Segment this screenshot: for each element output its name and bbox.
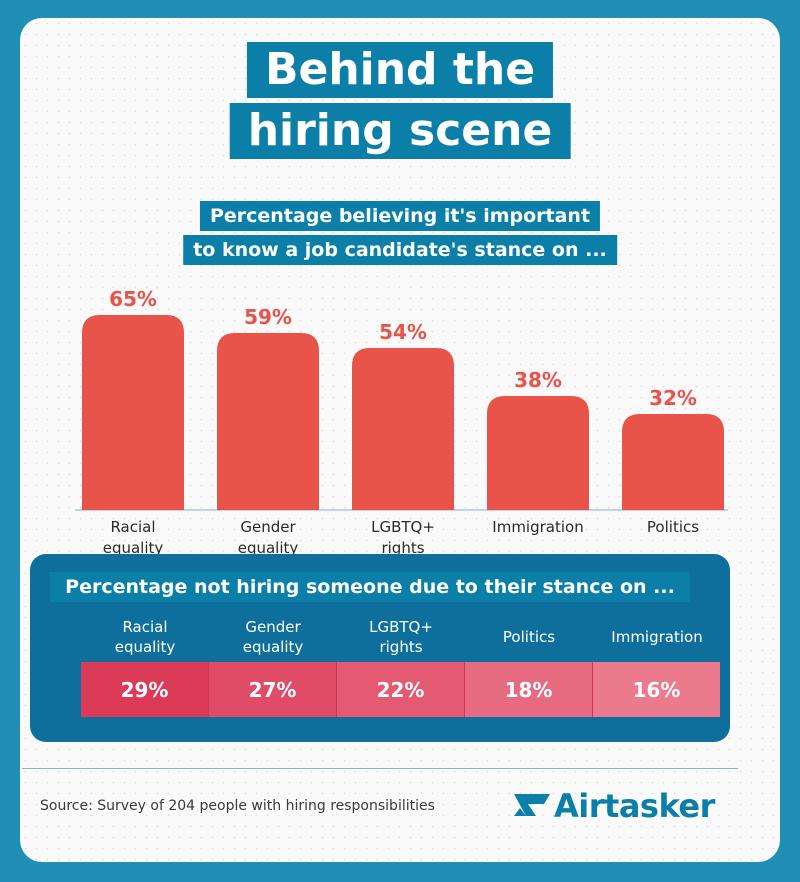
table-header-1: Racial equality: [81, 612, 209, 662]
table-cell-2: 27%: [209, 662, 337, 717]
x-tick-label-4-line-1: Immigration: [492, 518, 583, 536]
table-cell-4: 18%: [465, 662, 593, 717]
x-tick-label-2-line-2: equality: [238, 539, 299, 557]
x-tick-label-5-line-1: Politics: [647, 518, 699, 536]
airtasker-logo: Airtasker: [510, 786, 724, 826]
table-header-5: Immigration: [593, 612, 721, 662]
bar-value-label-5: 32%: [649, 386, 697, 410]
x-tick-label-1-line-2: equality: [103, 539, 164, 557]
bar-value-label-4: 38%: [514, 368, 562, 392]
airtasker-logo-text: Airtasker: [554, 787, 715, 825]
bar-3: [352, 348, 454, 510]
bar-value-label-3: 54%: [379, 320, 427, 344]
bar-5: [622, 414, 724, 510]
bar-value-label-2: 59%: [244, 305, 292, 329]
title-line-2: hiring scene: [229, 103, 571, 159]
source-note: Source: Survey of 204 people with hiring…: [40, 798, 435, 814]
bar-4: [487, 396, 589, 510]
x-tick-label-3-line-2: rights: [381, 539, 424, 557]
x-tick-label-1-line-1: Racial: [110, 518, 155, 536]
table-header-3-text: LGBTQ+ rights: [369, 618, 433, 656]
table-header-1-text: Racial equality: [114, 618, 176, 656]
table-header-3: LGBTQ+ rights: [337, 612, 465, 662]
table-header-5-text: Immigration: [611, 628, 703, 646]
x-tick-label-2-line-1: Gender: [240, 518, 296, 536]
table-header-2-text: Gender equality: [242, 618, 304, 656]
x-tick-label-3-line-1: LGBTQ+: [371, 518, 435, 536]
table-header-4-text: Politics: [502, 628, 556, 646]
title-line-1: Behind the: [246, 42, 554, 98]
table-cell-3: 22%: [337, 662, 465, 717]
footer-divider: [22, 768, 738, 769]
table-cell-5: 16%: [593, 662, 720, 717]
subtitle-line-2: to know a job candidate's stance on ...: [183, 235, 617, 265]
subtitle-line-1: Percentage believing it's important: [199, 201, 601, 231]
table-header-2: Gender equality: [209, 612, 337, 662]
bar-chart: 65% Racial equality 59% Gender equality 54% LGB…: [75, 287, 728, 557]
bar-value-label-1: 65%: [109, 287, 157, 311]
bar-2: [217, 333, 319, 510]
bar-1: [82, 315, 184, 510]
airtasker-logo-icon: [514, 794, 550, 816]
stance-table-title: Percentage not hiring someone due to the…: [50, 572, 690, 602]
table-header-4: Politics: [465, 612, 593, 662]
table-cell-1: 29%: [81, 662, 209, 717]
